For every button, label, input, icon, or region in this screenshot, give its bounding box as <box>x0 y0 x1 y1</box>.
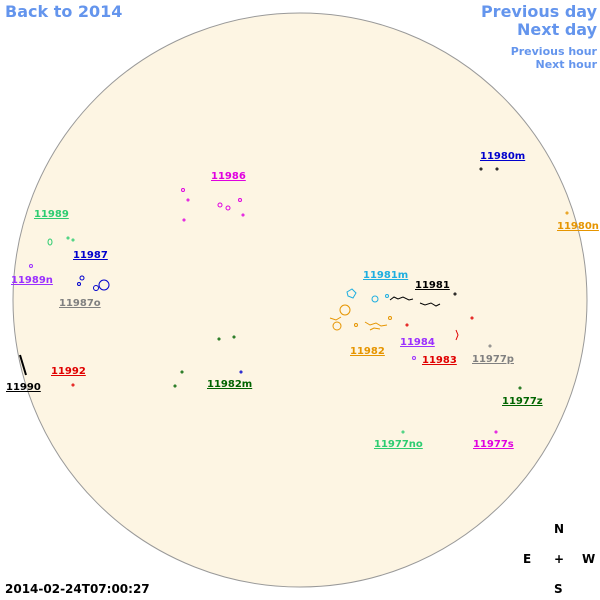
region-label[interactable]: 11987o <box>59 298 101 309</box>
region-label[interactable]: 11977p <box>472 354 514 365</box>
region-label[interactable]: 11977s <box>473 439 514 450</box>
region-label[interactable]: 11992 <box>51 366 86 377</box>
region-label[interactable]: 11983 <box>422 355 457 366</box>
region-label[interactable]: 11977z <box>502 396 543 407</box>
compass-center: + <box>554 552 565 566</box>
compass-west: W <box>582 552 596 566</box>
solar-disc <box>12 12 588 588</box>
region-label[interactable]: 11980n <box>557 221 599 232</box>
region-label[interactable]: 11981 <box>415 280 450 291</box>
timestamp: 2014-02-24T07:00:27 <box>5 582 150 596</box>
next-hour-link[interactable]: Next hour <box>535 58 598 71</box>
compass-north: N <box>554 522 565 536</box>
region-label[interactable]: 11989 <box>34 209 69 220</box>
region-label[interactable]: 11977no <box>374 439 423 450</box>
next-day-link[interactable]: Next day <box>517 20 597 39</box>
previous-hour-link[interactable]: Previous hour <box>510 45 597 58</box>
previous-day-link[interactable]: Previous day <box>480 2 597 21</box>
compass-east: E <box>523 552 532 566</box>
region-label[interactable]: 11982m <box>207 379 253 390</box>
region-label[interactable]: 11989n <box>11 275 53 286</box>
region-label[interactable]: 11986 <box>211 171 246 182</box>
back-link[interactable]: Back to 2014 <box>5 2 123 21</box>
region-label[interactable]: 11980m <box>480 151 526 162</box>
region-label[interactable]: 11982 <box>350 346 385 357</box>
region-label[interactable]: 11984 <box>400 337 435 348</box>
region-label[interactable]: 11987 <box>73 250 108 261</box>
region-label[interactable]: 11981m <box>363 270 409 281</box>
region-label[interactable]: 11990 <box>6 382 41 393</box>
compass-south: S <box>554 582 563 596</box>
sunspots <box>19 167 569 434</box>
